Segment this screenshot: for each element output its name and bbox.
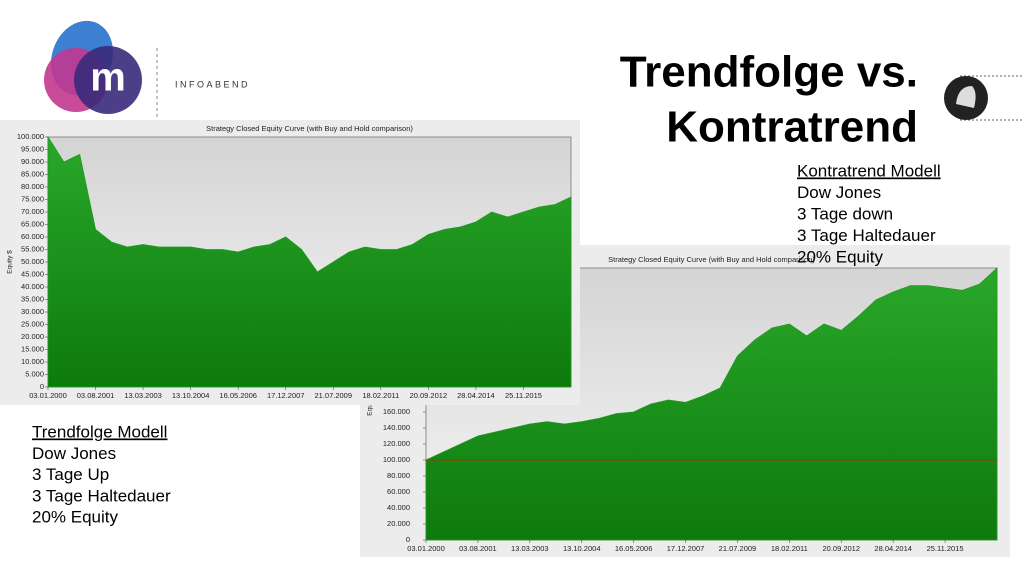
y-tick-label: 70.000 <box>21 207 44 216</box>
model-line: 20% Equity <box>32 508 118 527</box>
model-line: Dow Jones <box>32 444 116 463</box>
model-line: 3 Tage Haltedauer <box>797 226 936 245</box>
y-tick-label: 40.000 <box>387 503 410 512</box>
title-line: Kontratrend <box>666 103 918 152</box>
y-tick-label: 85.000 <box>21 169 44 178</box>
y-tick-label: 60.000 <box>387 487 410 496</box>
y-tick-label: 120.000 <box>383 439 410 448</box>
y-tick-label: 75.000 <box>21 194 44 203</box>
y-tick-label: 45.000 <box>21 269 44 278</box>
equity-area <box>47 135 572 388</box>
y-tick-label: 55.000 <box>21 244 44 253</box>
y-tick-label: 65.000 <box>21 219 44 228</box>
model-heading: Kontratrend Modell <box>797 161 941 180</box>
y-tick-label: 80.000 <box>387 471 410 480</box>
y-tick-label: 0 <box>40 382 44 391</box>
x-tick-label: 21.07.2009 <box>719 544 757 553</box>
text-blocks: Kontratrend Modell Dow Jones 3 Tage down 3 … <box>32 161 941 526</box>
x-tick-label: 17.12.2007 <box>267 391 305 400</box>
model-line: 3 Tage Haltedauer <box>32 486 171 505</box>
chart-title: Strategy Closed Equity Curve (with Buy a… <box>608 255 815 264</box>
x-tick-label: 13.10.2004 <box>563 544 601 553</box>
x-tick-label: 28.04.2014 <box>874 544 912 553</box>
y-tick-label: 90.000 <box>21 157 44 166</box>
x-tick-label: 03.08.2001 <box>459 544 497 553</box>
x-tick-label: 17.12.2007 <box>667 544 705 553</box>
x-tick-label: 03.01.2000 <box>29 391 67 400</box>
y-tick-label: 80.000 <box>21 182 44 191</box>
y-tick-label: 30.000 <box>21 307 44 316</box>
x-tick-label: 28.04.2014 <box>457 391 495 400</box>
model-line: Dow Jones <box>797 183 881 202</box>
y-tick-label: 60.000 <box>21 232 44 241</box>
x-tick-label: 18.02.2011 <box>771 544 808 553</box>
x-tick-label: 21.07.2009 <box>314 391 352 400</box>
model-heading: Trendfolge Modell <box>32 422 167 441</box>
x-tick-label: 20.09.2012 <box>822 544 860 553</box>
y-tick-label: 10.000 <box>21 357 44 366</box>
y-tick-label: 50.000 <box>21 257 44 266</box>
y-tick-label: 40.000 <box>21 282 44 291</box>
y-tick-label: 140.000 <box>383 423 410 432</box>
y-tick-label: 15.000 <box>21 344 44 353</box>
x-tick-label: 13.03.2003 <box>124 391 162 400</box>
logo-letter: m <box>90 56 126 100</box>
model-line: 3 Tage Up <box>32 465 109 484</box>
y-tick-label: 100.000 <box>17 132 44 141</box>
y-tick-label: 25.000 <box>21 319 44 328</box>
y-tick-label: 0 <box>406 535 410 544</box>
title-line: Trendfolge vs. <box>620 48 918 97</box>
icon <box>944 75 1024 121</box>
y-tick-label: 160.000 <box>383 407 410 416</box>
model-line: 20% Equity <box>797 247 883 266</box>
y-tick-label: 100.000 <box>383 455 410 464</box>
model-line: 3 Tage down <box>797 204 893 223</box>
logo: m <box>44 20 142 114</box>
chart-title: Strategy Closed Equity Curve (with Buy a… <box>206 124 413 133</box>
x-tick-label: 25.11.2015 <box>927 544 964 553</box>
y-tick-label: 20.000 <box>21 332 44 341</box>
y-tick-label: 20.000 <box>387 519 410 528</box>
brand: INFOABEND <box>175 79 250 89</box>
x-tick-label: 03.01.2000 <box>407 544 445 553</box>
y-tick-label: 35.000 <box>21 294 44 303</box>
chart: Strategy Closed Equity Curve (with Buy a… <box>0 120 580 405</box>
x-tick-label: 13.03.2003 <box>511 544 549 553</box>
equity-area <box>425 267 998 541</box>
x-tick-label: 13.10.2004 <box>172 391 210 400</box>
x-tick-label: 03.08.2001 <box>77 391 115 400</box>
y-tick-label: 95.000 <box>21 144 44 153</box>
x-tick-label: 16.05.2006 <box>615 544 653 553</box>
charts: Strategy Closed Equity Curve (with Buy a… <box>0 120 1010 557</box>
y-axis-label: Equity $ <box>7 250 14 274</box>
y-tick-label: 5.000 <box>25 369 44 378</box>
x-tick-label: 16.05.2006 <box>219 391 257 400</box>
x-tick-label: 25.11.2015 <box>505 391 542 400</box>
x-tick-label: 20.09.2012 <box>410 391 448 400</box>
x-tick-label: 18.02.2011 <box>362 391 399 400</box>
